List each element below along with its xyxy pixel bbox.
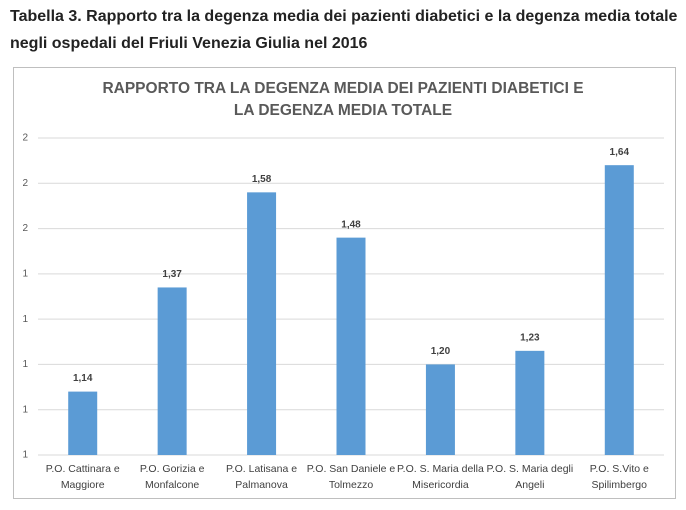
value-label: 1,64 bbox=[610, 147, 630, 158]
y-tick-label: 2 bbox=[22, 133, 28, 144]
value-label: 1,48 bbox=[341, 219, 361, 230]
bar bbox=[247, 192, 277, 456]
chart-frame bbox=[13, 67, 676, 499]
y-tick-label: 1 bbox=[22, 450, 28, 461]
value-label: 1,37 bbox=[162, 269, 182, 280]
caption: Tabella 3. Rapporto tra la degenza media… bbox=[10, 8, 678, 52]
x-tick-label: P.O. San Daniele e Tolmezzo bbox=[306, 463, 396, 491]
y-tick-label: 1 bbox=[22, 314, 28, 325]
bar bbox=[157, 287, 187, 455]
y-tick-label: 1 bbox=[22, 268, 28, 279]
chart-title: RAPPORTO TRA LA DEGENZA MEDIA DEI PAZIEN… bbox=[102, 80, 584, 119]
bar bbox=[515, 350, 545, 455]
x-tick-label: P.O. Latisana e Palmanova bbox=[226, 463, 298, 491]
y-tick-label: 2 bbox=[22, 178, 28, 189]
bar bbox=[336, 237, 366, 455]
bar bbox=[425, 364, 455, 455]
x-tick-label: P.O. S. Maria degli Angeli bbox=[486, 463, 574, 491]
y-tick-label: 2 bbox=[22, 223, 28, 234]
x-tick-label: P.O. S. Maria della Misericordia bbox=[397, 463, 484, 491]
x-tick-label: P.O. Cattinara e Maggiore bbox=[45, 463, 120, 491]
x-tick-label: P.O. S.Vito e Spilimbergo bbox=[589, 463, 649, 491]
bar bbox=[68, 391, 98, 455]
y-tick-label: 1 bbox=[22, 359, 28, 370]
x-tick-label: P.O. Gorizia e Monfalcone bbox=[139, 463, 205, 491]
value-label: 1,14 bbox=[73, 373, 93, 384]
y-tick-label: 1 bbox=[22, 404, 28, 415]
value-label: 1,23 bbox=[520, 332, 540, 343]
value-label: 1,58 bbox=[252, 174, 272, 185]
bar bbox=[604, 165, 634, 455]
value-label: 1,20 bbox=[431, 346, 451, 357]
